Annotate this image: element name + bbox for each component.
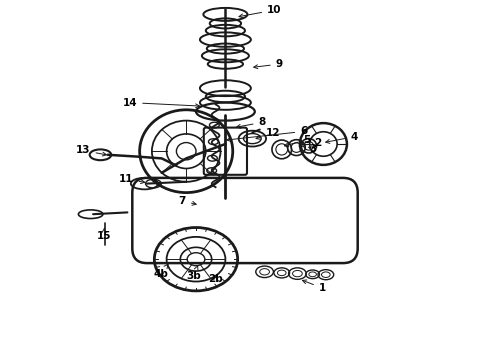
Text: 5: 5 [285,135,311,147]
Text: 10: 10 [239,5,282,18]
Text: 9: 9 [254,59,283,69]
Text: 4: 4 [326,132,358,143]
Text: 13: 13 [76,145,106,156]
Text: 2: 2 [300,138,321,148]
Text: 2b: 2b [208,274,223,284]
Text: 11: 11 [119,174,145,184]
Text: 8: 8 [237,117,266,128]
Text: 6: 6 [227,126,307,141]
Text: 14: 14 [122,98,199,108]
Text: 3b: 3b [186,266,201,282]
Text: 1: 1 [302,280,326,293]
Text: 15: 15 [97,228,111,241]
Text: 3: 3 [309,144,316,154]
Text: 7: 7 [178,196,196,206]
Text: 12: 12 [256,128,281,139]
Text: 4b: 4b [153,264,169,279]
